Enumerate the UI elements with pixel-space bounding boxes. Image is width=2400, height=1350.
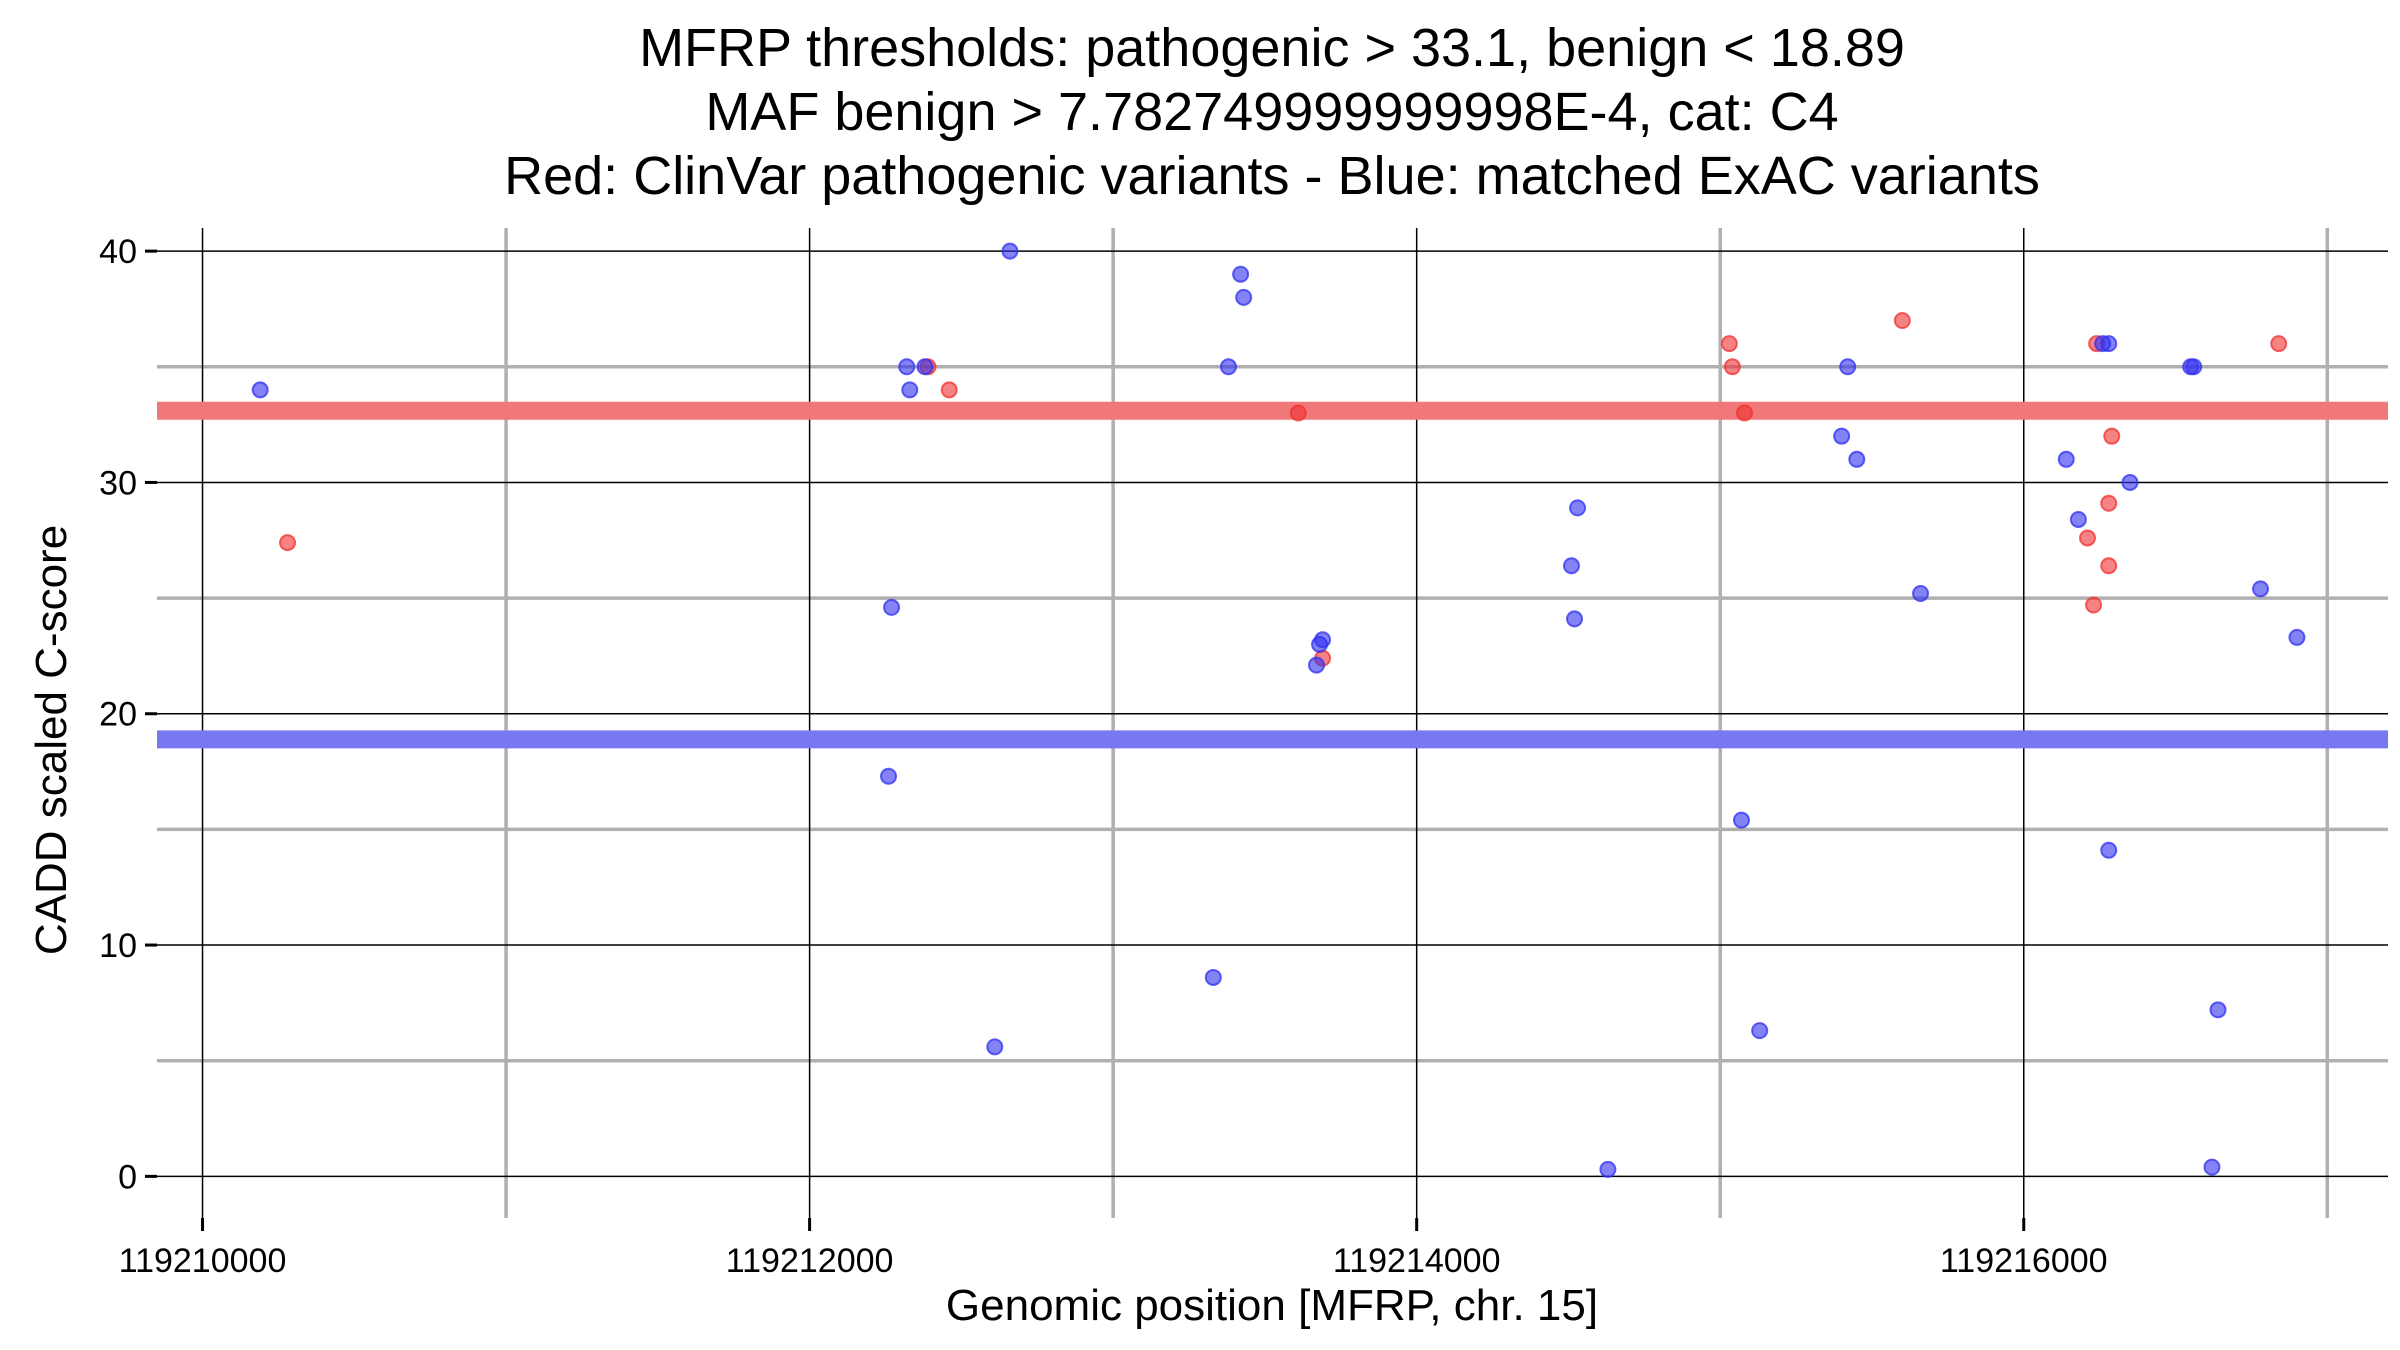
x-tick-label-0: 119210000 <box>119 1242 287 1280</box>
clinvar-point-2 <box>940 381 958 399</box>
clinvar-point-5 <box>1720 335 1738 353</box>
exac-point-6 <box>1235 288 1253 306</box>
exac-point-11 <box>1204 968 1222 986</box>
exac-point-13 <box>1311 635 1329 653</box>
exac-point-18 <box>1599 1160 1617 1178</box>
exac-point-4 <box>1001 242 1019 260</box>
exac-point-2 <box>901 381 919 399</box>
exac-point-9 <box>880 767 898 785</box>
exac-point-10 <box>986 1038 1004 1056</box>
x-tick-label-2: 119214000 <box>1333 1242 1501 1280</box>
exac-point-23 <box>1848 450 1866 468</box>
data-points <box>251 242 2306 1178</box>
y-tick-label-1: 10 <box>99 927 137 965</box>
exac-point-35 <box>2209 1001 2227 1019</box>
x-tick-label-3: 119216000 <box>1940 1242 2108 1280</box>
clinvar-point-0 <box>279 534 297 552</box>
chart-title: MFRP thresholds: pathogenic > 33.1, beni… <box>504 18 2040 206</box>
clinvar-point-10 <box>2103 427 2121 445</box>
exac-point-30 <box>2121 473 2139 491</box>
exac-point-17 <box>1566 610 1584 628</box>
minor-gridlines <box>157 228 2388 1218</box>
exac-point-16 <box>1562 557 1580 575</box>
exac-point-0 <box>251 381 269 399</box>
y-tick-label-2: 20 <box>99 696 137 734</box>
clinvar-point-12 <box>2078 529 2096 547</box>
exac-point-15 <box>1569 499 1587 517</box>
clinvar-point-4 <box>1289 404 1307 422</box>
threshold-lines <box>157 401 2388 749</box>
exac-point-32 <box>2100 841 2118 859</box>
title-line-3: Red: ClinVar pathogenic variants - Blue:… <box>504 146 2040 206</box>
tick-labels: 119210000 119212000 119214000 119216000 0 10 2… <box>99 233 2107 1280</box>
exac-point-31 <box>2069 510 2087 528</box>
clinvar-point-14 <box>2085 596 2103 614</box>
y-axis-label: CADD scaled C-score <box>27 525 76 955</box>
exac-point-33 <box>2252 580 2270 598</box>
axis-ticks <box>145 249 2026 1231</box>
clinvar-point-11 <box>2100 494 2118 512</box>
exac-point-24 <box>1912 584 1930 602</box>
y-tick-label-0: 0 <box>118 1158 137 1196</box>
exac-point-14 <box>1308 656 1326 674</box>
clinvar-point-15 <box>2270 335 2288 353</box>
major-gridlines <box>157 228 2388 1218</box>
exac-point-5 <box>1232 265 1250 283</box>
exac-point-26 <box>2100 335 2118 353</box>
exac-point-36 <box>2203 1158 2221 1176</box>
exac-point-22 <box>1833 427 1851 445</box>
title-line-2: MAF benign > 7.782749999999998E-4, cat: … <box>705 82 1838 142</box>
exac-point-3 <box>916 358 934 376</box>
title-line-1: MFRP thresholds: pathogenic > 33.1, beni… <box>639 18 1905 78</box>
exac-point-8 <box>883 598 901 616</box>
exac-point-29 <box>2057 450 2075 468</box>
exac-point-19 <box>1732 811 1750 829</box>
exac-point-28 <box>2182 358 2200 376</box>
x-axis-label: Genomic position [MFRP, chr. 15] <box>946 1281 1598 1330</box>
exac-point-20 <box>1751 1022 1769 1040</box>
clinvar-point-7 <box>1736 404 1754 422</box>
exac-point-1 <box>898 358 916 376</box>
clinvar-point-8 <box>1893 312 1911 330</box>
clinvar-point-6 <box>1723 358 1741 376</box>
y-tick-label-4: 40 <box>99 233 137 271</box>
x-tick-label-1: 119212000 <box>726 1242 894 1280</box>
exac-point-34 <box>2288 628 2306 646</box>
y-tick-label-3: 30 <box>99 464 137 502</box>
exac-point-7 <box>1219 358 1237 376</box>
clinvar-point-13 <box>2100 557 2118 575</box>
exac-point-21 <box>1839 358 1857 376</box>
